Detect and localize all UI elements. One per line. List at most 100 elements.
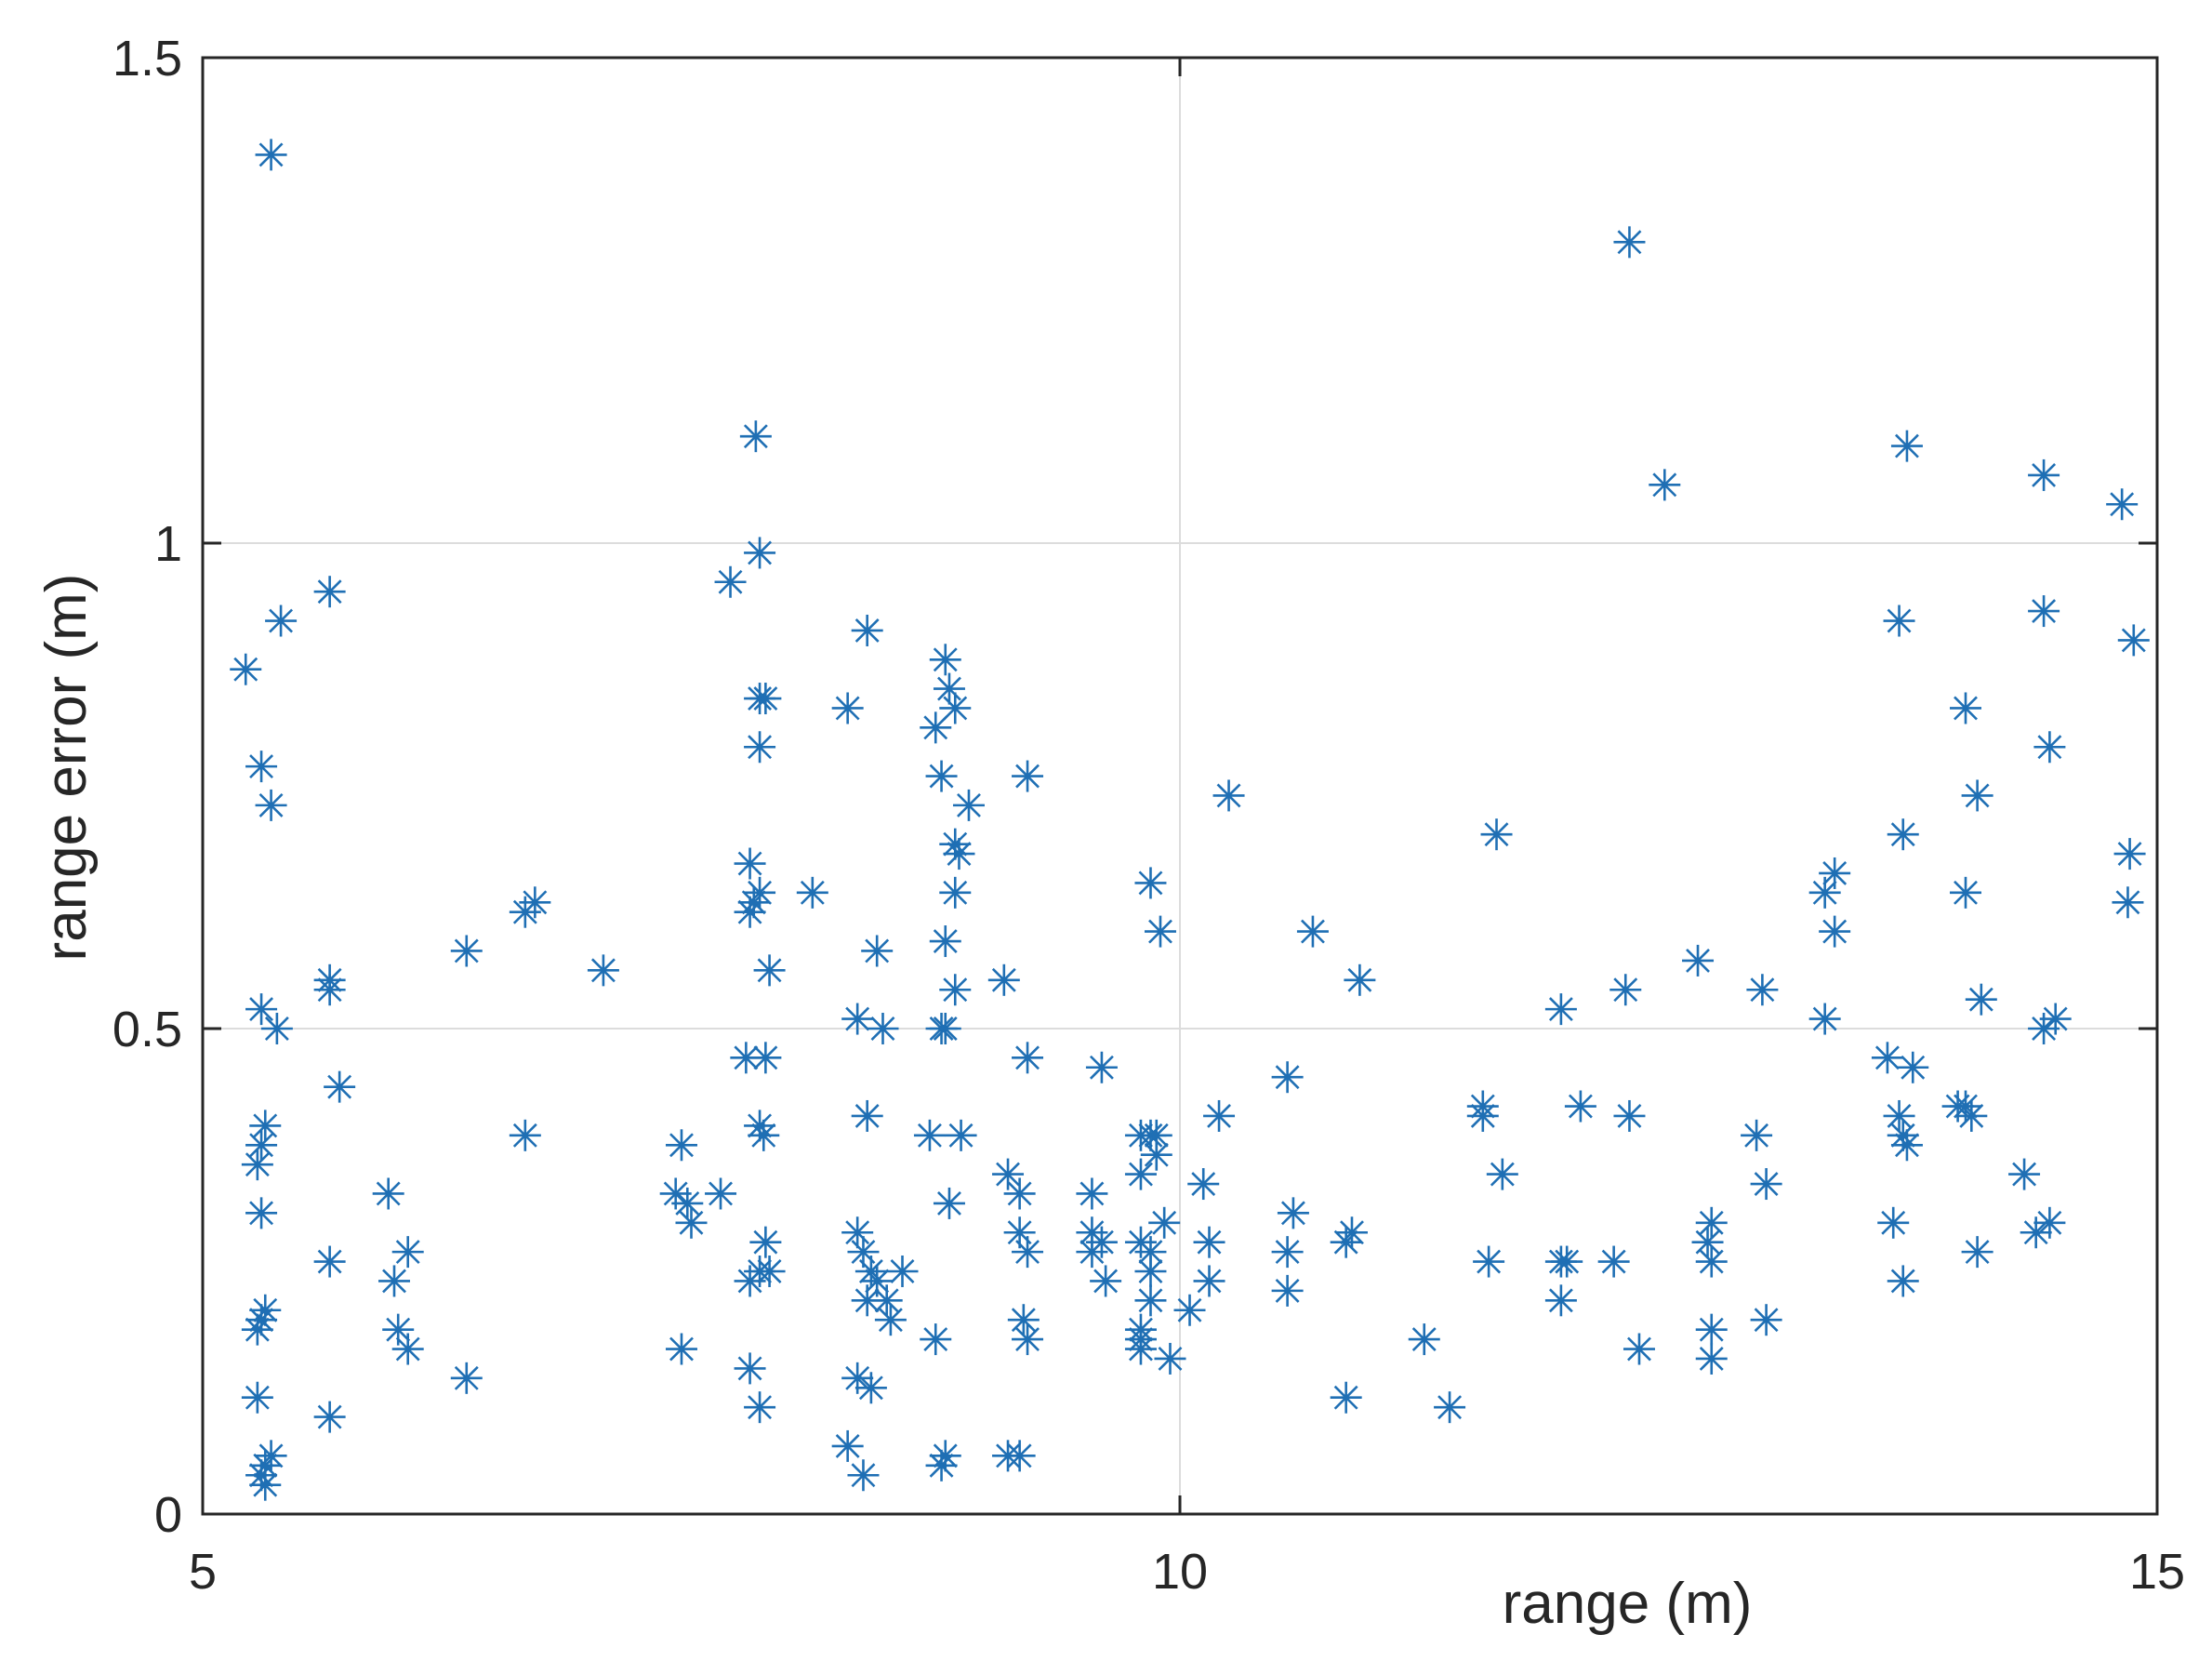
tick-labels: 5 10 15 0 0.5 1 1.5 [113,31,2185,1600]
data-point [1012,760,1044,792]
data-point [952,789,985,821]
data-point [671,1187,704,1219]
data-point [1296,915,1329,948]
data-point [1203,1099,1236,1132]
data-point [753,1256,786,1287]
data-point [1871,1042,1903,1074]
data-point [753,954,786,987]
data-point [1085,1051,1118,1083]
data-point [1466,1099,1499,1132]
data-point [831,1429,864,1462]
data-point [1090,1265,1122,1297]
data-point [1883,1099,1915,1132]
plot-area-frame [201,56,2159,1516]
data-point [1649,469,1681,501]
data-point [1808,876,1841,909]
data-point [2113,838,2146,870]
x-tick-label: 10 [1152,1544,1208,1600]
data-point [744,1110,776,1142]
data-point [249,1468,282,1501]
data-point [1961,779,1993,812]
data-point [1695,1206,1728,1239]
data-point [1544,1284,1577,1317]
data-point [1819,915,1851,948]
data-point [744,537,776,569]
data-point [675,1206,708,1239]
data-point [987,963,1020,996]
data-point [2033,1206,2066,1239]
x-tick-label: 5 [189,1544,217,1600]
data-point [1277,1197,1309,1229]
data-point [391,1333,424,1365]
data-point [1950,1090,1982,1123]
data-point [1271,1236,1304,1269]
data-point [1950,876,1982,909]
data-point [929,925,961,958]
data-point [1623,1333,1655,1365]
data-point [1193,1226,1225,1258]
data-point [749,1042,782,1074]
data-point [241,1381,273,1414]
data-point [377,1265,410,1297]
y-tick-label: 0 [154,1487,182,1543]
data-point [1750,1168,1782,1201]
data-point [737,886,770,919]
data-point [1434,1391,1466,1424]
data-point [2033,731,2066,764]
data-point [929,1440,961,1472]
data-point [1695,1342,1728,1375]
data-point [1613,226,1646,259]
data-point [1148,1206,1181,1239]
data-point [851,1284,883,1317]
data-point [1613,1099,1646,1132]
data-point [1003,1177,1036,1210]
data-point [1695,1313,1728,1346]
data-point [1173,1294,1206,1326]
data-point [1271,1274,1304,1307]
data-point [1330,1381,1362,1414]
data-point [241,1149,273,1181]
data-point [587,954,619,987]
data-point [249,1110,282,1142]
data-point [925,760,958,792]
data-point [313,576,346,608]
data-point [391,1236,424,1269]
data-point [1330,1226,1362,1258]
data-point [1682,944,1715,977]
data-point [886,1256,919,1287]
data-point [1887,818,1919,851]
data-point [1480,818,1513,851]
data-point [1887,1119,1919,1151]
data-point [1486,1158,1518,1190]
data-point [1544,1245,1577,1278]
data-point [1961,1236,1993,1269]
data-point [2039,1003,2072,1035]
data-point [313,974,346,1006]
data-point [1134,1284,1167,1317]
data-point [734,1352,766,1385]
data-point [324,1070,356,1103]
data-point [1271,1061,1304,1094]
data-point [265,605,298,637]
data-point [1609,974,1642,1006]
data-point [1695,1245,1728,1278]
data-point [313,1401,346,1433]
x-tick-label: 15 [2129,1544,2185,1600]
y-tick-label: 1.5 [113,31,182,86]
data-points [230,139,2150,1501]
data-point [1154,1342,1186,1375]
data-point [255,789,287,821]
grid-lines [203,58,2157,1514]
data-point [705,1177,737,1210]
data-point [2028,458,2060,491]
data-point [1897,1051,1929,1083]
y-tick-label: 0.5 [113,1002,182,1057]
data-point [1187,1168,1220,1201]
data-point [1597,1245,1630,1278]
data-point [2008,1158,2041,1190]
data-point [2112,886,2144,919]
data-point [1012,1323,1044,1356]
data-point [939,876,972,909]
data-point [1473,1245,1505,1278]
